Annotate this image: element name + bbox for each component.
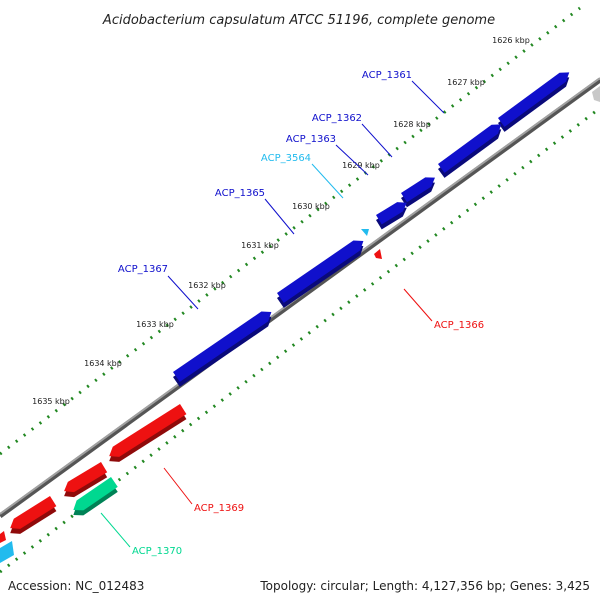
tick-label: 1631 kbp: [241, 241, 279, 250]
gene-acp-1366[interactable]: [374, 249, 382, 259]
gene-label[interactable]: ACP_1370: [132, 546, 182, 557]
gene-acp-1369c[interactable]: [10, 496, 57, 534]
leader-line: [100, 512, 131, 548]
tick-label: 1633 kbp: [136, 320, 174, 329]
leader-line: [311, 163, 344, 199]
tick-label: 1628 kbp: [393, 120, 431, 129]
tick-label: 1629 kbp: [342, 161, 380, 170]
leader-line: [361, 123, 393, 158]
gene-acp-1363[interactable]: [401, 177, 435, 208]
accession-text: Accession: NC_012483: [8, 579, 145, 593]
gene-label[interactable]: ACP_1362: [312, 113, 362, 124]
tick-label: 1630 kbp: [292, 202, 330, 211]
tick-label: 1626 kbp: [492, 36, 530, 45]
gene-acp-1367b[interactable]: [173, 311, 272, 387]
gene-acp-1370[interactable]: [73, 477, 118, 516]
gene-acp-1362[interactable]: [438, 124, 502, 178]
gene-label[interactable]: ACP_1363: [286, 134, 336, 145]
outer-tick-ring: [0, 6, 581, 456]
gene-label[interactable]: ACP_1369: [194, 503, 244, 514]
tick-label: 1634 kbp: [84, 359, 122, 368]
leader-line: [264, 198, 295, 235]
gene-acp-1367[interactable]: [277, 240, 364, 308]
leader-line: [163, 467, 193, 505]
tick-label: 1635 kbp: [32, 397, 70, 406]
gene-acp-3564[interactable]: [361, 229, 369, 236]
gene-acp-1369b[interactable]: [64, 462, 108, 498]
genome-summary-text: Topology: circular; Length: 4,127,356 bp…: [260, 579, 590, 593]
genome-title: Acidobacterium capsulatum ATCC 51196, co…: [102, 13, 495, 28]
leader-line: [335, 144, 369, 176]
gene-acp-1361[interactable]: [498, 72, 570, 132]
gene-label[interactable]: ACP_3564: [261, 153, 311, 164]
leader-line: [167, 275, 199, 310]
gene-acp-1365[interactable]: [376, 202, 407, 230]
gene-acp-1369[interactable]: [109, 404, 187, 462]
gene-label[interactable]: ACP_1367: [118, 264, 168, 275]
genome-backbone-shadow: [0, 77, 600, 519]
leader-line: [411, 80, 445, 114]
tick-label: 1627 kbp: [447, 78, 485, 87]
gene-gray-feature[interactable]: [592, 86, 600, 102]
leader-line: [403, 288, 433, 322]
gene-label[interactable]: ACP_1365: [215, 188, 265, 199]
gene-label[interactable]: ACP_1361: [362, 70, 412, 81]
gene-partial-left-red[interactable]: [0, 531, 6, 543]
gene-label[interactable]: ACP_1366: [434, 320, 484, 331]
tick-label: 1632 kbp: [188, 281, 226, 290]
gene-partial-left[interactable]: [0, 541, 14, 563]
